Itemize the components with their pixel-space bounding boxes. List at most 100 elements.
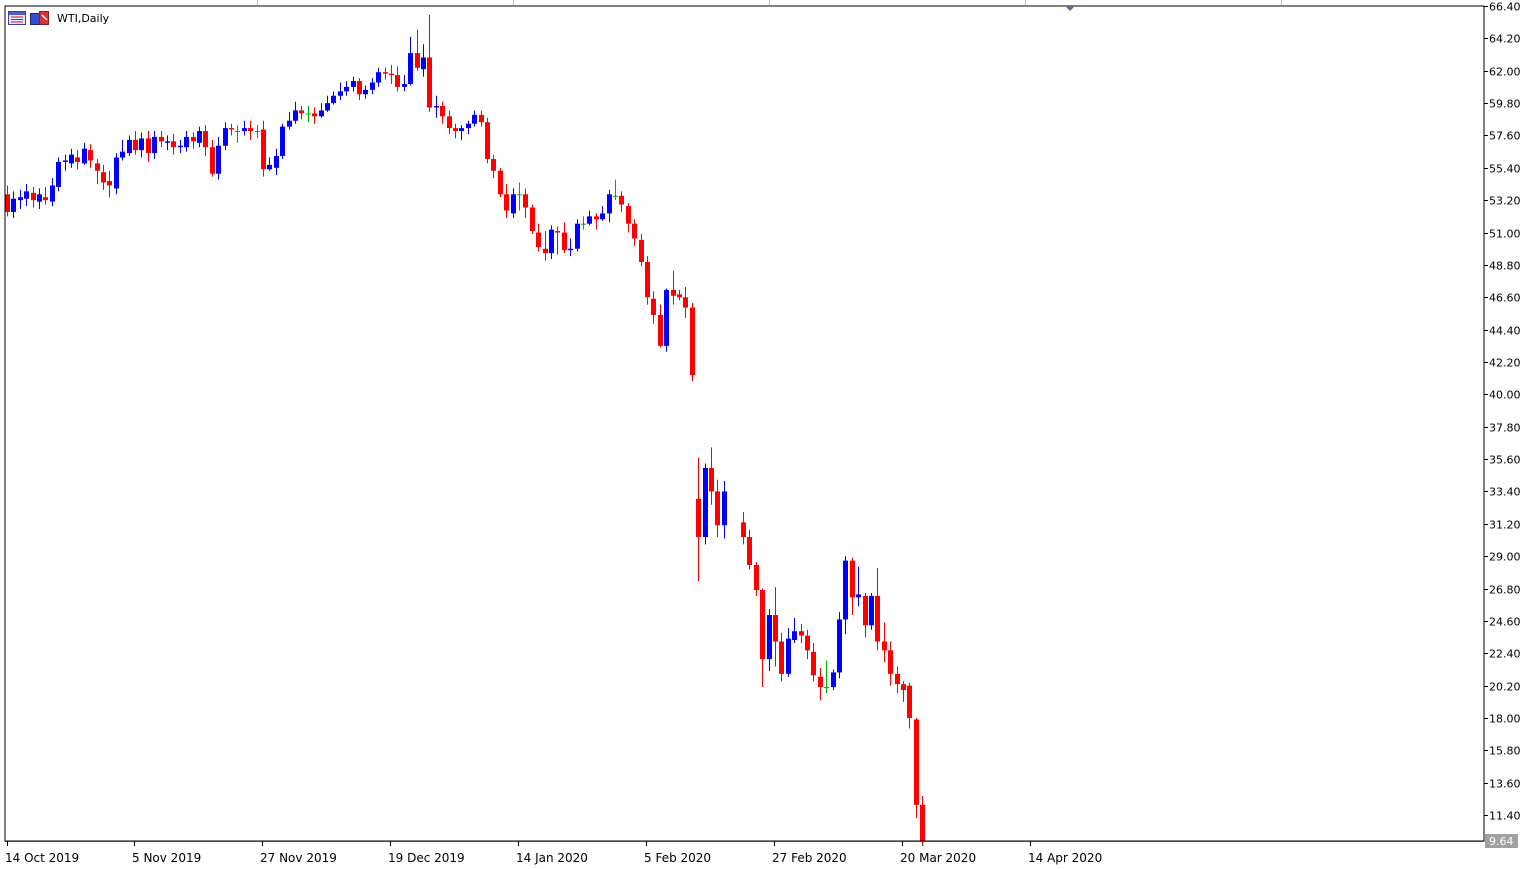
candle-body [741, 522, 746, 538]
y-tick-label: 48.80 [1489, 260, 1521, 273]
candle-body [587, 216, 592, 224]
candle-body [139, 138, 144, 151]
window-list-icon[interactable] [8, 11, 26, 25]
candle-body [63, 160, 68, 162]
candle-body [754, 565, 759, 591]
candle-body [485, 122, 490, 159]
candle-body [869, 595, 874, 626]
candle-body [325, 103, 330, 111]
candle-body [338, 91, 343, 96]
candle-body [709, 467, 714, 492]
candle-body [229, 128, 234, 130]
candle-body [223, 128, 228, 146]
candle-body [261, 129, 266, 170]
candle-body [319, 110, 324, 117]
y-tick-label: 62.00 [1489, 66, 1521, 79]
candle-body [658, 314, 663, 346]
candle-body [895, 673, 900, 685]
candle-body [184, 136, 189, 148]
candle-body [267, 164, 272, 170]
candle-body [664, 289, 669, 346]
candle-body [165, 141, 170, 143]
y-tick-label: 35.60 [1489, 454, 1521, 467]
candle-body [24, 191, 29, 199]
candle-body [619, 195, 624, 205]
candle-body [357, 81, 362, 95]
candle-body [696, 498, 701, 538]
candle-body [760, 590, 765, 660]
candle-body [255, 131, 260, 133]
candle-body [555, 231, 560, 233]
candle-body [613, 195, 618, 197]
candle-body [850, 560, 855, 598]
candle-body [645, 261, 650, 298]
candle-body [594, 216, 599, 220]
y-tick-label: 15.80 [1489, 745, 1521, 758]
current-price-label: 9.64 [1489, 835, 1514, 848]
y-tick-label: 40.00 [1489, 389, 1521, 402]
current-price-tag [1485, 834, 1518, 848]
candle-body [453, 128, 458, 132]
y-tick-label: 37.80 [1489, 422, 1521, 435]
y-tick-label: 11.40 [1489, 810, 1521, 823]
price-axis: 66.40 64.20 62.00 59.80 57.60 55.40 53.20 51.00… [1484, 1, 1521, 848]
chart-type-icon[interactable] [30, 11, 49, 25]
x-tick-label: 14 Jan 2020 [516, 851, 588, 865]
candle-body [11, 198, 16, 212]
candle-body [824, 687, 829, 689]
y-tick-label: 51.00 [1489, 228, 1521, 241]
candle-body [351, 81, 356, 87]
candle-body [907, 685, 912, 719]
x-tick-label: 14 Oct 2019 [5, 851, 79, 865]
y-tick-label: 64.20 [1489, 33, 1521, 46]
x-tick-label: 27 Feb 2020 [772, 851, 847, 865]
candle-body [626, 206, 631, 224]
y-tick-label: 44.40 [1489, 325, 1521, 338]
candle-body [517, 194, 522, 196]
candle-body [434, 106, 439, 108]
candle-body [152, 136, 157, 154]
chart-frame [4, 5, 1485, 842]
candle-body [389, 73, 394, 76]
grid-layer [5, 0, 1484, 842]
x-tick-label: 19 Dec 2019 [388, 851, 465, 865]
candle-body [767, 615, 772, 660]
y-tick-label: 55.40 [1489, 163, 1521, 176]
x-tick-label: 5 Nov 2019 [132, 851, 201, 865]
candle-body [299, 110, 304, 114]
candle-body [146, 138, 151, 154]
candle-body [216, 145, 221, 174]
y-tick-label: 24.60 [1489, 616, 1521, 629]
candle-body [747, 537, 752, 566]
candle-body [114, 157, 119, 189]
candle-body [331, 95, 336, 104]
candle-body [242, 128, 247, 132]
time-axis: 14 Oct 2019 5 Nov 2019 27 Nov 2019 19 Dec 2… [5, 841, 1102, 865]
y-tick-label: 42.20 [1489, 357, 1521, 370]
candle-body [459, 128, 464, 132]
candle-body [818, 676, 823, 688]
candle-body [715, 491, 720, 526]
candle-body [856, 594, 861, 598]
candle-body [671, 289, 676, 296]
candle-body [421, 57, 426, 70]
candle-body [197, 131, 202, 143]
symbol-timeframe-label: WTI,Daily [57, 11, 110, 25]
candle-body [536, 232, 541, 248]
candle-body [792, 631, 797, 641]
candle-body [5, 194, 10, 212]
candle-body [344, 86, 349, 92]
candle-body [863, 595, 868, 626]
candle-body [581, 223, 586, 225]
candle-body [159, 136, 164, 142]
candle-body [107, 181, 112, 186]
candle-body [805, 635, 810, 651]
x-tick-label: 5 Feb 2020 [644, 851, 711, 865]
candle-body [498, 170, 503, 195]
candle-body [50, 185, 55, 202]
candle-body [530, 207, 535, 232]
candle-body [274, 156, 279, 168]
y-tick-label: 31.20 [1489, 519, 1521, 532]
candle-body [395, 75, 400, 87]
